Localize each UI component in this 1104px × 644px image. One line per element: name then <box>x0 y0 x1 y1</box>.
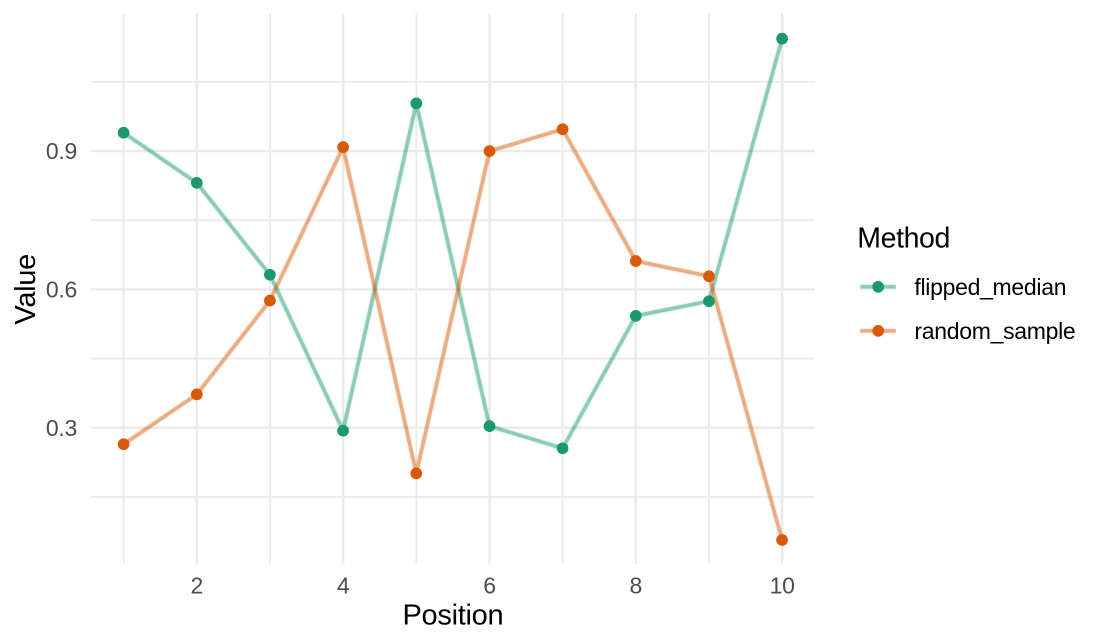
svg-text:flipped_median: flipped_median <box>914 274 1066 300</box>
svg-text:Method: Method <box>857 222 950 254</box>
svg-text:0.9: 0.9 <box>46 138 77 164</box>
svg-text:Position: Position <box>403 600 504 632</box>
svg-text:6: 6 <box>483 573 496 599</box>
svg-text:random_sample: random_sample <box>914 318 1075 344</box>
svg-text:8: 8 <box>630 573 643 599</box>
svg-text:2: 2 <box>191 573 204 599</box>
svg-text:Value: Value <box>10 254 42 325</box>
svg-text:10: 10 <box>770 573 795 599</box>
svg-text:0.6: 0.6 <box>46 277 77 303</box>
svg-text:4: 4 <box>337 573 350 599</box>
svg-text:0.3: 0.3 <box>46 415 77 441</box>
